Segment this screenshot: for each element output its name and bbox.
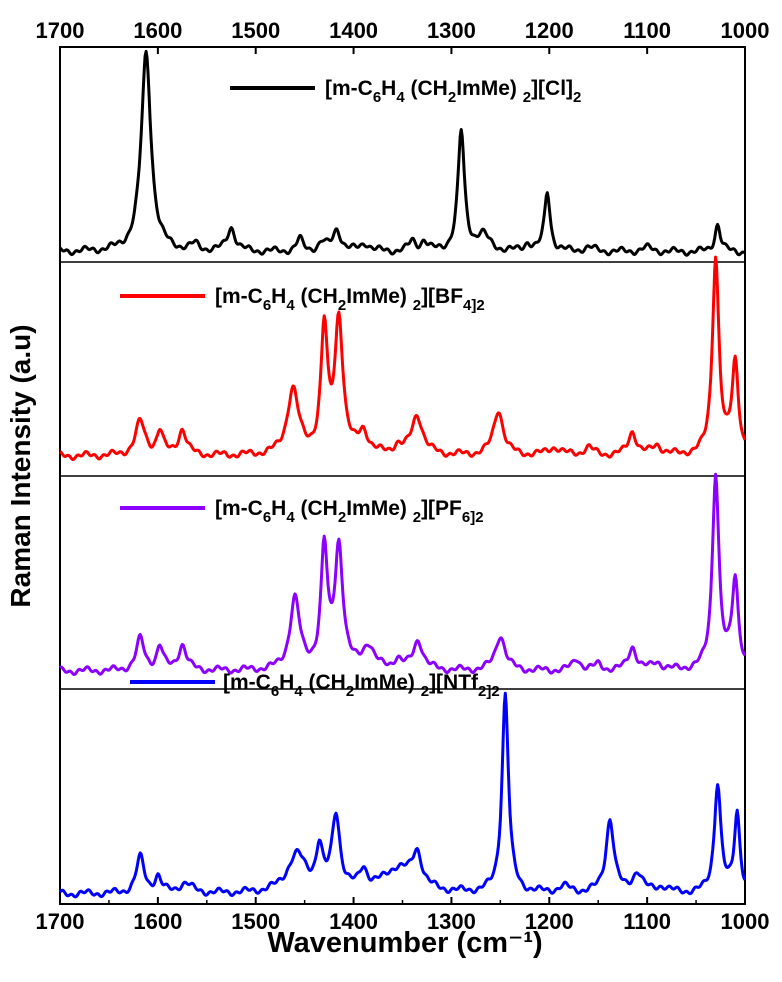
legend-label-part: 2	[413, 509, 421, 526]
legend-label-part: ]2	[486, 683, 499, 700]
top-tick-label: 1400	[329, 18, 378, 43]
x-axis-label: Wavenumber (cm⁻¹)	[267, 927, 542, 959]
legend-entry-3: [m-C6H4 (CH2ImMe) 2][PF6]2	[120, 497, 484, 526]
legend-label-part: 4	[396, 89, 405, 106]
legend-label-part: H	[271, 497, 286, 520]
panel-1: [m-C6H4 (CH2ImMe) 2][Cl]2	[58, 49, 746, 257]
legend-label-part: (CH	[295, 497, 338, 520]
plot-panels: [m-C6H4 (CH2ImMe) 2][Cl]2[m-C6H4 (CH2ImM…	[58, 46, 747, 905]
bottom-tick-label: 1600	[133, 909, 182, 934]
axis-ticks: 1700 1700 1600 1600 1500 1500 1400 1400 1300 1300…	[36, 18, 770, 934]
legend-label-part: H	[279, 671, 294, 694]
legend-label-part: 4	[294, 683, 303, 700]
legend-label-part: 4	[286, 297, 295, 314]
legend-label-part: [m-C	[325, 77, 373, 100]
legend-label-part: 2	[338, 509, 346, 526]
legend-label-part: ImMe)	[354, 671, 421, 694]
legend-label-part: 4	[463, 297, 472, 314]
top-tick-label: 1000	[721, 18, 770, 43]
legend-label-part: 4	[286, 509, 295, 526]
legend-label-part: 2	[346, 683, 354, 700]
legend-label-part: 2	[448, 89, 456, 106]
top-tick-label: 1200	[525, 18, 574, 43]
bottom-tick-label: 1100	[623, 909, 671, 934]
bottom-tick-label: 1500	[231, 909, 280, 934]
legend-label-part: (CH	[405, 77, 448, 100]
top-tick-label: 1700	[36, 18, 85, 43]
legend-label-part: 2	[338, 297, 346, 314]
legend-label-part: H	[271, 285, 286, 308]
legend-label-part: ]2	[471, 297, 484, 314]
series-line-4	[58, 691, 747, 899]
legend-label-part: 6	[462, 509, 470, 526]
legend-label-part: 2	[523, 89, 531, 106]
legend-label-part: ImMe)	[346, 285, 413, 308]
top-tick-label: 1300	[427, 18, 476, 43]
legend-label: [m-C6H4 (CH2ImMe) 2][Cl]2	[325, 77, 581, 106]
bottom-tick-label: 1000	[721, 909, 770, 934]
legend-label-part: 2	[478, 683, 486, 700]
legend-label-part: [m-C	[223, 671, 271, 694]
top-tick-label: 1500	[231, 18, 280, 43]
legend-label-part: 2	[421, 683, 429, 700]
series-line-3	[59, 472, 747, 676]
bottom-tick-label: 1700	[36, 909, 85, 934]
top-tick-label: 1600	[133, 18, 182, 43]
legend-label-part: 6	[271, 683, 279, 700]
legend-label-part: (CH	[303, 671, 346, 694]
legend-entry-1: [m-C6H4 (CH2ImMe) 2][Cl]2	[230, 77, 581, 106]
legend-label-part: [m-C	[215, 497, 263, 520]
legend-label-part: (CH	[295, 285, 338, 308]
panel-2: [m-C6H4 (CH2ImMe) 2][BF4]2	[59, 255, 747, 461]
legend-entry-2: [m-C6H4 (CH2ImMe) 2][BF4]2	[120, 285, 485, 314]
series-line-1	[58, 49, 746, 257]
legend-label-part: 6	[373, 89, 381, 106]
legend-label-part: ImMe)	[456, 77, 523, 100]
legend-label-part: ImMe)	[346, 497, 413, 520]
legend-label-part: [m-C	[215, 285, 263, 308]
legend-label-part: 2	[573, 89, 581, 106]
legend-label: [m-C6H4 (CH2ImMe) 2][NTf2]2	[223, 671, 500, 700]
top-tick-label: 1100	[623, 18, 671, 43]
legend-label-part: ][Cl]	[531, 77, 573, 100]
panel-3: [m-C6H4 (CH2ImMe) 2][PF6]2	[59, 472, 747, 676]
y-axis-label: Raman Intensity (a.u)	[5, 324, 36, 607]
legend-label-part: H	[381, 77, 396, 100]
bottom-tick-label: 1400	[329, 909, 378, 934]
legend-label-part: ]2	[470, 509, 483, 526]
legend-label-part: 6	[263, 509, 271, 526]
bottom-tick-label: 1200	[525, 909, 574, 934]
legend-label-part: ][BF	[421, 285, 463, 308]
legend-label: [m-C6H4 (CH2ImMe) 2][PF6]2	[215, 497, 484, 526]
legend-entry-4: [m-C6H4 (CH2ImMe) 2][NTf2]2	[130, 671, 500, 700]
legend-label-part: 2	[413, 297, 421, 314]
panel-4: [m-C6H4 (CH2ImMe) 2][NTf2]2	[58, 671, 747, 899]
bottom-tick-label: 1300	[427, 909, 476, 934]
legend-label: [m-C6H4 (CH2ImMe) 2][BF4]2	[215, 285, 485, 314]
series-line-2	[59, 255, 747, 461]
legend-label-part: 6	[263, 297, 271, 314]
legend-label-part: ][NTf	[429, 671, 479, 694]
legend-label-part: ][PF	[421, 497, 462, 520]
